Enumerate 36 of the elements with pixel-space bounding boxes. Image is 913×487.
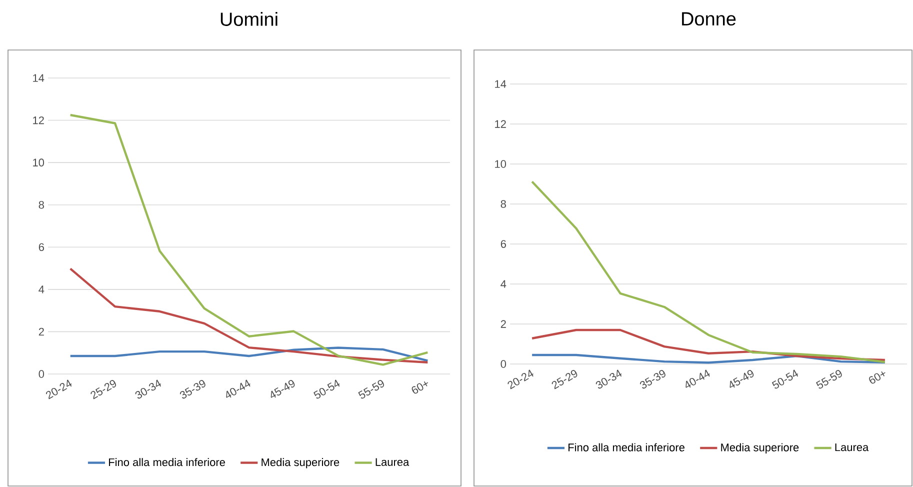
y-tick-label: 14	[33, 74, 44, 82]
y-tick-label: 0	[500, 360, 506, 368]
legend-label: Laurea	[835, 443, 869, 452]
legend-label: Fino alla media inferiore	[109, 458, 225, 466]
y-tick-label: 2	[500, 320, 506, 328]
y-tick-label: 4	[38, 286, 44, 294]
y-tick-label: 6	[38, 243, 44, 252]
x-tick-label: 60+	[412, 381, 428, 394]
x-tick-label: 45-49	[730, 370, 754, 388]
y-tick-label: 8	[38, 200, 44, 209]
y-tick-label: 12	[495, 120, 506, 128]
legend-label: Media superiore	[262, 458, 340, 468]
y-tick-label: 14	[495, 80, 506, 88]
y-tick-label: 4	[500, 280, 506, 288]
y-tick-label: 0	[38, 370, 44, 378]
chart-title: Donne	[682, 12, 736, 26]
y-tick-label: 12	[33, 116, 44, 124]
x-tick-label: 60+	[869, 371, 886, 384]
line-series	[530, 328, 886, 362]
line-series	[530, 354, 886, 364]
y-tick-label: 10	[33, 158, 44, 166]
line-series	[69, 346, 429, 362]
legend-label: Laurea	[376, 458, 410, 466]
y-tick-label: 8	[500, 200, 506, 208]
legend-label: Fino alla media inferiore	[568, 443, 684, 452]
x-tick-label: 40-44	[226, 380, 250, 398]
x-tick-label: 40-44	[686, 370, 710, 388]
legend-label: Media superiore	[721, 443, 799, 454]
line-series	[530, 180, 886, 364]
y-tick-label: 6	[500, 240, 506, 248]
chart-title: Uomini	[220, 12, 278, 26]
y-tick-label: 2	[38, 328, 44, 336]
line-series	[69, 114, 429, 366]
y-tick-label: 10	[495, 160, 506, 168]
line-series	[69, 268, 429, 364]
x-tick-label: 45-49	[270, 380, 295, 398]
